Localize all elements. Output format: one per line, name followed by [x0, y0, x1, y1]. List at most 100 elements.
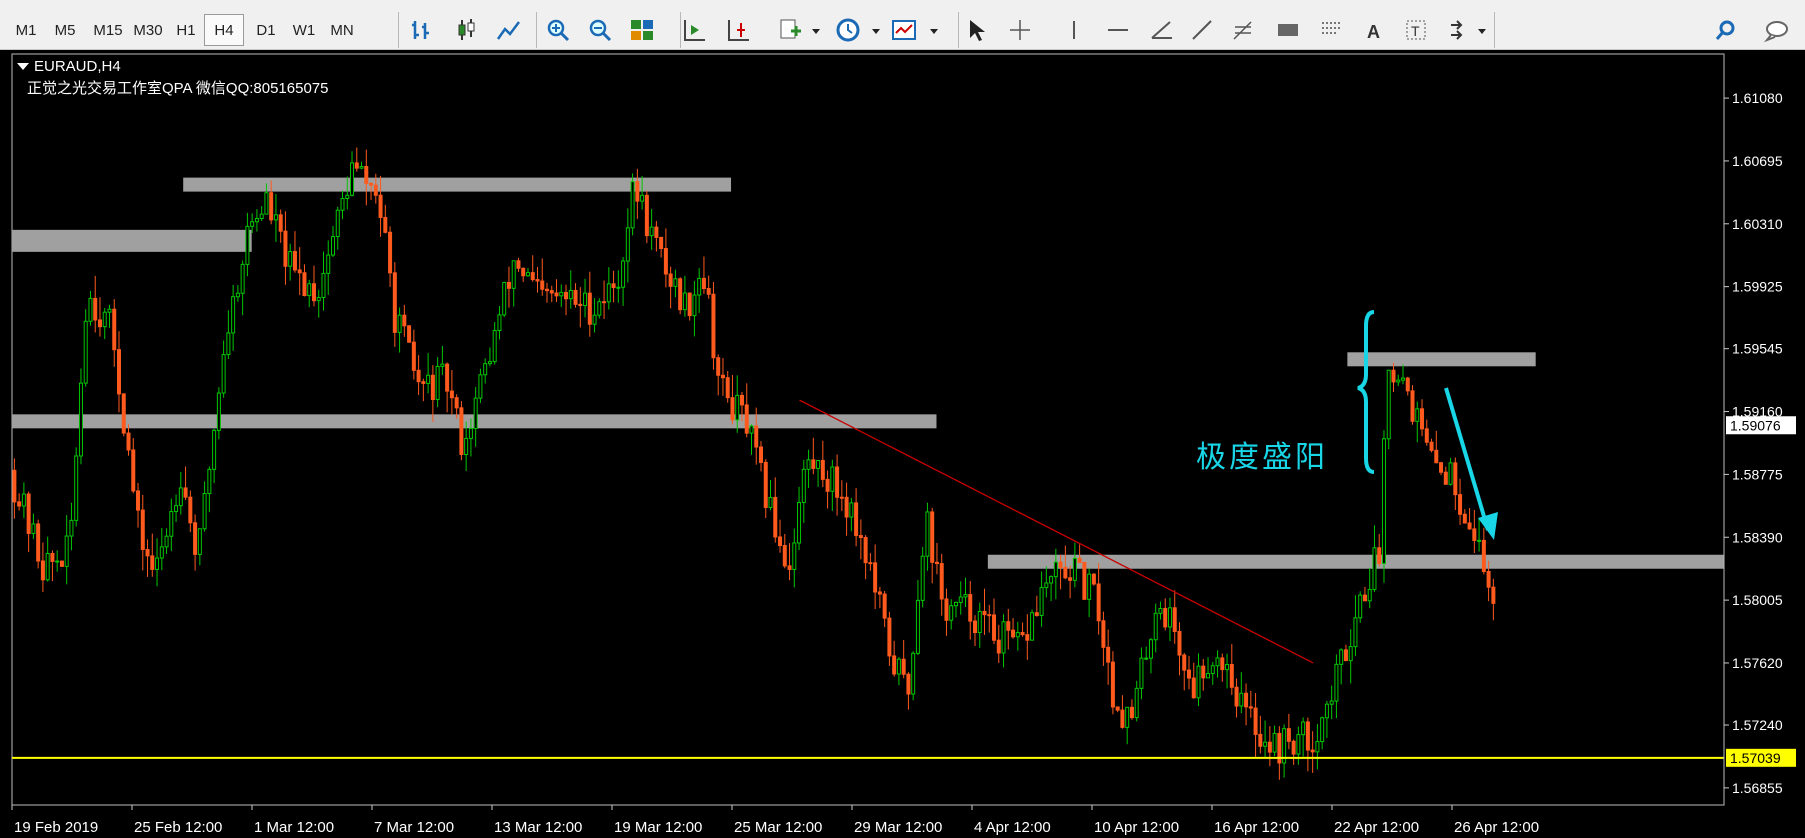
templates-icon[interactable] [888, 14, 920, 46]
bar-chart-icon[interactable] [406, 14, 438, 46]
candle-body [1087, 573, 1092, 600]
candle-body [711, 293, 716, 359]
candle-body [797, 501, 802, 544]
timeframe-m30-button[interactable]: M30 [133, 21, 163, 39]
candle-body [625, 227, 630, 262]
dropdown-arrow-icon[interactable] [1478, 29, 1486, 34]
candle-body [516, 260, 521, 269]
candle-body [1253, 707, 1258, 735]
candle-body [1148, 639, 1153, 659]
trendline-icon[interactable] [1186, 14, 1218, 46]
line-chart-icon[interactable] [492, 14, 524, 46]
timeframe-h4-button[interactable]: H4 [204, 14, 244, 46]
candle-body [759, 446, 763, 463]
price-zone-rectangle[interactable] [183, 177, 732, 192]
crosshair-icon[interactable] [1004, 14, 1036, 46]
candle-body [454, 397, 459, 409]
price-tick-label: 1.57620 [1732, 655, 1783, 671]
candle-body [1177, 630, 1182, 656]
rectangle-icon[interactable] [1272, 14, 1304, 46]
text-icon[interactable]: A [1358, 14, 1390, 46]
chart-window[interactable]: 1.61080 1.60695 1.60310 1.59925 1.59545 1.591… [0, 50, 1805, 838]
toolbar-separator [958, 12, 959, 48]
price-zone-rectangle[interactable] [1347, 352, 1536, 367]
new-indicator-icon[interactable] [774, 14, 806, 46]
brace-annotation[interactable] [1357, 310, 1375, 474]
candle-body [1229, 664, 1234, 688]
candle-body [1134, 687, 1139, 719]
timeframe-h1-button[interactable]: H1 [176, 21, 196, 39]
candle-body [1329, 700, 1334, 705]
candle-body [854, 502, 859, 537]
price-tick-label: 1.56855 [1732, 780, 1783, 796]
zoom-out-icon[interactable] [584, 14, 616, 46]
search-icon[interactable] [1710, 14, 1742, 46]
chat-icon[interactable] [1760, 14, 1792, 46]
fibonacci-icon[interactable] [1228, 14, 1260, 46]
candle-body [174, 505, 179, 513]
dropdown-arrow-icon[interactable] [812, 29, 820, 34]
fibo-fan-icon[interactable] [1316, 14, 1348, 46]
candle-body [1020, 632, 1025, 636]
down-arrow-head[interactable] [1478, 512, 1498, 540]
candle-body [678, 278, 683, 311]
trend-line[interactable] [799, 399, 1314, 664]
candle-body [331, 236, 335, 256]
candle-body [839, 496, 844, 499]
candle-body [459, 407, 464, 455]
chart-shift-icon[interactable] [722, 14, 754, 46]
candle-body [934, 561, 939, 565]
candle-body [687, 292, 692, 317]
candle-body [549, 290, 554, 294]
timeframe-m15-button[interactable]: M15 [93, 21, 123, 39]
time-tick-label: 1 Mar 12:00 [254, 819, 334, 836]
candle-body [1058, 561, 1063, 568]
candle-body [506, 281, 511, 289]
candle-body [635, 181, 640, 202]
timeframe-m1-button[interactable]: M1 [15, 21, 37, 39]
price-zone-rectangle[interactable] [12, 229, 252, 252]
price-zone-rectangle[interactable] [987, 554, 1724, 569]
down-arrow-shaft[interactable] [1444, 387, 1490, 531]
candle-body [197, 528, 202, 555]
zoom-in-icon[interactable] [542, 14, 574, 46]
autoscroll-icon[interactable] [678, 14, 710, 46]
tile-windows-icon[interactable] [626, 14, 658, 46]
candle-body [1477, 539, 1482, 542]
periods-clock-icon[interactable] [832, 14, 864, 46]
candle-body [663, 248, 668, 275]
chart-canvas[interactable]: 1.61080 1.60695 1.60310 1.59925 1.59545 1.591… [0, 50, 1805, 838]
vertical-line-icon[interactable] [1058, 14, 1090, 46]
horizontal-line-icon[interactable] [1102, 14, 1134, 46]
timeframe-m5-button[interactable]: M5 [54, 21, 76, 39]
candle-body [112, 308, 117, 351]
candle-body [816, 460, 821, 469]
candle-body [155, 557, 160, 570]
candle-body [630, 181, 635, 229]
candle-body [359, 166, 364, 169]
dropdown-arrow-icon[interactable] [872, 29, 880, 34]
candle-body [369, 182, 374, 186]
candle-body [1187, 669, 1191, 679]
candle-body [292, 251, 297, 271]
candle-body [977, 610, 982, 634]
timeframe-w1-button[interactable]: W1 [292, 21, 316, 39]
candle-body [140, 509, 145, 550]
candle-body [183, 487, 188, 498]
candle-body [159, 546, 164, 559]
symbol-dropdown-icon[interactable] [17, 63, 29, 70]
price-tick-label: 1.58775 [1732, 466, 1783, 482]
timeframe-mn-button[interactable]: MN [330, 21, 354, 39]
candle-body [644, 194, 649, 237]
arrows-icon[interactable] [1444, 14, 1476, 46]
candle-body [1405, 377, 1410, 392]
time-tick-label: 19 Feb 2019 [14, 819, 98, 836]
dropdown-arrow-icon[interactable] [930, 29, 938, 34]
timeframe-d1-button[interactable]: D1 [256, 21, 276, 39]
cursor-icon[interactable] [960, 14, 992, 46]
candle-body [1206, 673, 1211, 679]
candle-body [901, 658, 906, 675]
candlestick-icon[interactable] [450, 14, 482, 46]
text-label-icon[interactable]: T [1400, 14, 1432, 46]
andrews-pitchfork-icon[interactable] [1146, 14, 1178, 46]
